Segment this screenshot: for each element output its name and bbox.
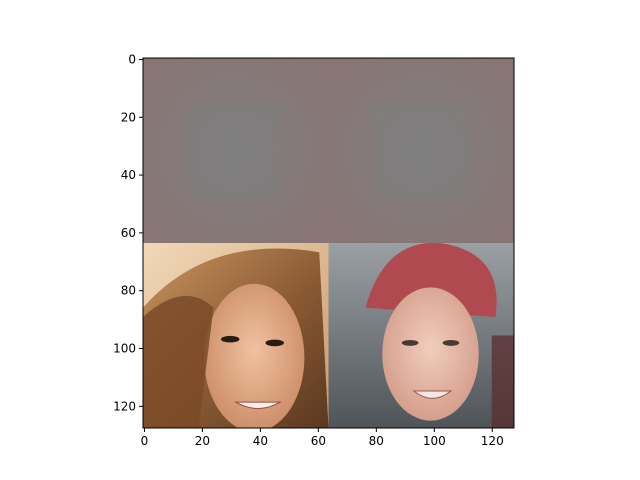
x-tick-label: 40	[253, 434, 268, 448]
y-tick-label: 60	[121, 226, 136, 240]
x-tick-label: 120	[481, 434, 504, 448]
y-tick-label: 80	[121, 284, 136, 298]
image-tile-1-1	[328, 243, 514, 428]
y-tick-label: 0	[128, 52, 136, 66]
y-tick-label: 40	[121, 168, 136, 182]
x-axis: 0 20 40 60 80 100 120	[141, 428, 504, 448]
x-tick-label: 100	[423, 434, 446, 448]
axes-frame	[142, 57, 515, 429]
image-tile-1-0	[143, 243, 329, 428]
y-tick-label: 20	[121, 110, 136, 124]
x-tick-label: 0	[141, 434, 149, 448]
x-tick-label: 80	[369, 434, 384, 448]
x-tick-label: 20	[195, 434, 210, 448]
x-tick-label: 60	[311, 434, 326, 448]
image-tile-0-0	[143, 58, 329, 243]
y-tick-label: 120	[113, 399, 136, 413]
y-tick-label: 100	[113, 342, 136, 356]
image-grid	[143, 58, 514, 428]
y-axis: 0 20 40 60 80 100 120	[113, 52, 143, 413]
image-tile-0-1	[328, 58, 514, 243]
